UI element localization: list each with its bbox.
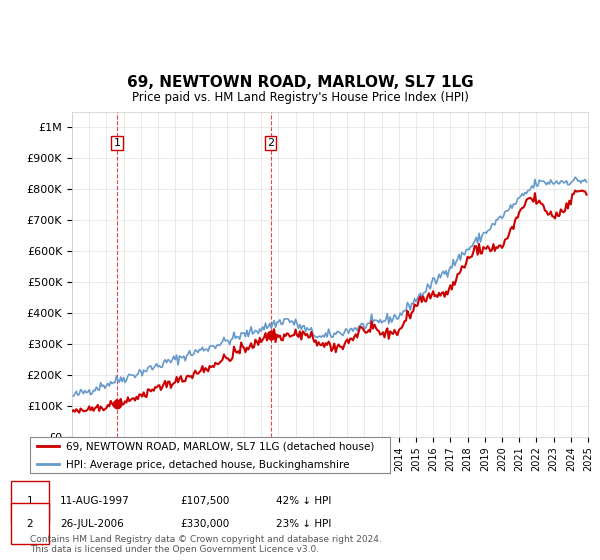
- Text: £330,000: £330,000: [180, 519, 229, 529]
- Text: 42% ↓ HPI: 42% ↓ HPI: [276, 496, 331, 506]
- Text: 26-JUL-2006: 26-JUL-2006: [60, 519, 124, 529]
- FancyBboxPatch shape: [30, 437, 390, 473]
- Text: 2: 2: [26, 519, 34, 529]
- Text: HPI: Average price, detached house, Buckinghamshire: HPI: Average price, detached house, Buck…: [66, 460, 349, 470]
- Text: 69, NEWTOWN ROAD, MARLOW, SL7 1LG: 69, NEWTOWN ROAD, MARLOW, SL7 1LG: [127, 74, 473, 90]
- Text: 1: 1: [26, 496, 34, 506]
- Text: 2: 2: [267, 138, 274, 148]
- Text: £107,500: £107,500: [180, 496, 229, 506]
- Text: 69, NEWTOWN ROAD, MARLOW, SL7 1LG (detached house): 69, NEWTOWN ROAD, MARLOW, SL7 1LG (detac…: [66, 442, 374, 452]
- Text: Price paid vs. HM Land Registry's House Price Index (HPI): Price paid vs. HM Land Registry's House …: [131, 91, 469, 104]
- Text: Contains HM Land Registry data © Crown copyright and database right 2024.
This d: Contains HM Land Registry data © Crown c…: [30, 535, 382, 554]
- Text: 1: 1: [113, 138, 121, 148]
- Text: 23% ↓ HPI: 23% ↓ HPI: [276, 519, 331, 529]
- Text: 11-AUG-1997: 11-AUG-1997: [60, 496, 130, 506]
